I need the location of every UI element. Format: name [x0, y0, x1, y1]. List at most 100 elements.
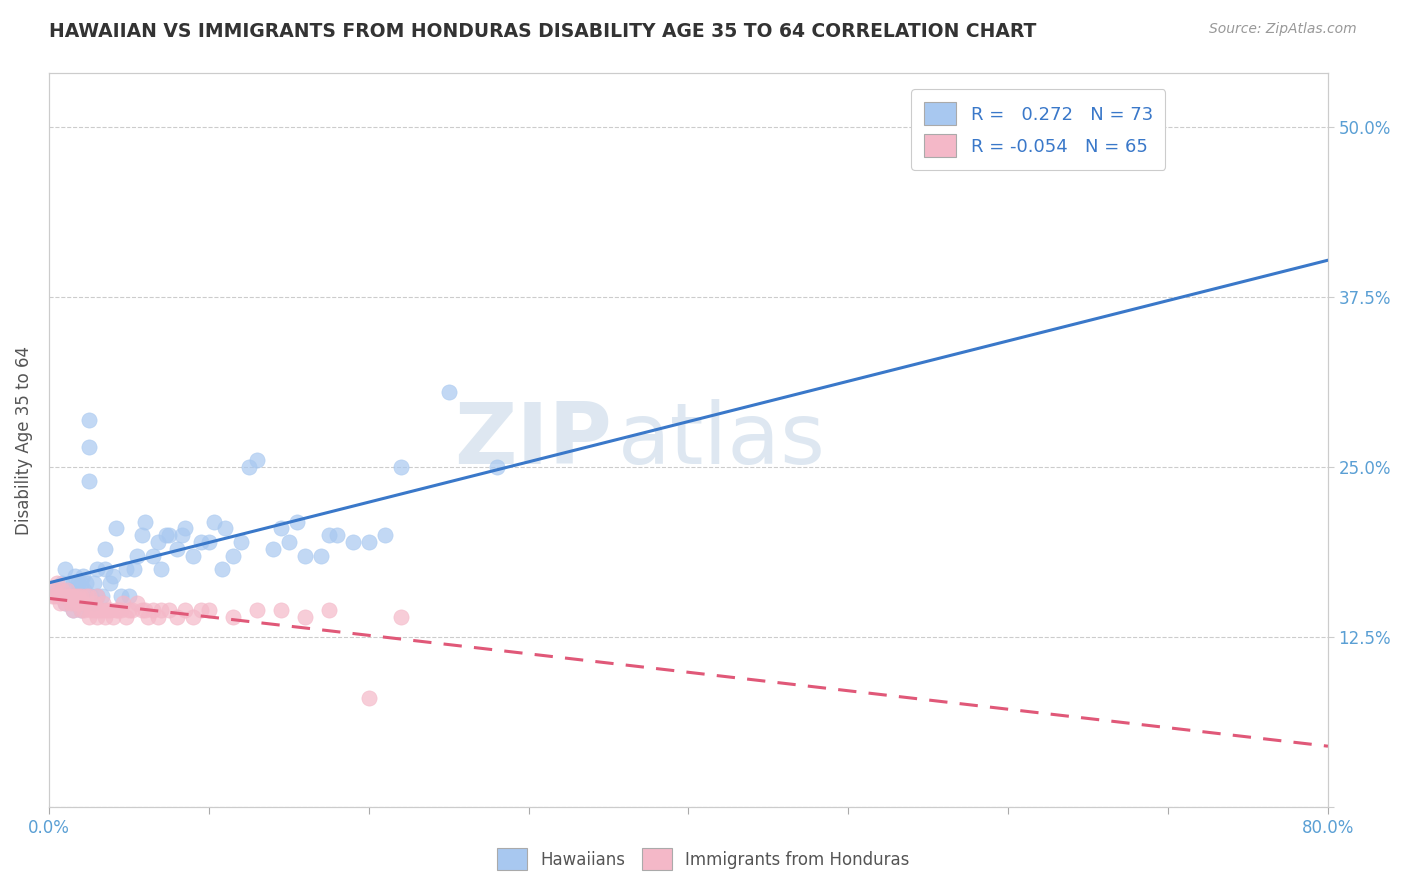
Point — [75, 590, 97, 604]
Point — [101, 569, 124, 583]
Point — [65, 596, 87, 610]
Point — [277, 535, 299, 549]
Point — [56, 590, 79, 604]
Point — [77, 412, 100, 426]
Point — [77, 440, 100, 454]
Point — [374, 528, 396, 542]
Point — [59, 590, 82, 604]
Point — [46, 582, 69, 597]
Point — [157, 528, 180, 542]
Point — [202, 515, 225, 529]
Point — [42, 582, 65, 597]
Point — [91, 596, 114, 610]
Point — [118, 590, 141, 604]
Point — [437, 385, 460, 400]
Point — [146, 535, 169, 549]
Point — [62, 590, 84, 604]
Point — [86, 562, 108, 576]
Point — [53, 562, 76, 576]
Point — [173, 603, 195, 617]
Point — [326, 528, 349, 542]
Point — [41, 590, 63, 604]
Point — [62, 590, 84, 604]
Point — [86, 609, 108, 624]
Point — [318, 603, 340, 617]
Point — [357, 691, 380, 706]
Point — [51, 575, 73, 590]
Point — [105, 521, 128, 535]
Point — [222, 609, 245, 624]
Point — [70, 575, 93, 590]
Legend: Hawaiians, Immigrants from Honduras: Hawaiians, Immigrants from Honduras — [489, 842, 917, 877]
Point — [262, 541, 284, 556]
Point — [166, 541, 188, 556]
Text: ZIP: ZIP — [454, 399, 612, 482]
Point — [238, 460, 260, 475]
Point — [131, 528, 153, 542]
Point — [170, 528, 193, 542]
Point — [79, 603, 101, 617]
Point — [90, 603, 112, 617]
Point — [53, 596, 76, 610]
Point — [101, 609, 124, 624]
Point — [157, 603, 180, 617]
Point — [49, 596, 72, 610]
Point — [198, 535, 221, 549]
Point — [357, 535, 380, 549]
Point — [285, 515, 308, 529]
Point — [66, 590, 89, 604]
Point — [134, 515, 156, 529]
Point — [149, 562, 172, 576]
Point — [51, 582, 73, 597]
Point — [181, 609, 204, 624]
Point — [48, 590, 70, 604]
Point — [70, 590, 93, 604]
Point — [309, 549, 332, 563]
Point — [96, 603, 118, 617]
Point — [136, 609, 159, 624]
Point — [59, 582, 82, 597]
Point — [294, 609, 316, 624]
Legend: R =   0.272   N = 73, R = -0.054   N = 65: R = 0.272 N = 73, R = -0.054 N = 65 — [911, 89, 1166, 170]
Point — [166, 609, 188, 624]
Point — [105, 603, 128, 617]
Point — [60, 596, 83, 610]
Point — [77, 590, 100, 604]
Point — [270, 603, 292, 617]
Point — [66, 575, 89, 590]
Point — [98, 603, 121, 617]
Point — [52, 590, 75, 604]
Point — [79, 590, 101, 604]
Y-axis label: Disability Age 35 to 64: Disability Age 35 to 64 — [15, 345, 32, 534]
Point — [44, 590, 66, 604]
Point — [86, 590, 108, 604]
Text: atlas: atlas — [619, 399, 827, 482]
Text: Source: ZipAtlas.com: Source: ZipAtlas.com — [1209, 22, 1357, 37]
Point — [53, 596, 76, 610]
Point — [149, 603, 172, 617]
Point — [87, 603, 110, 617]
Point — [142, 603, 165, 617]
Point — [389, 460, 412, 475]
Point — [114, 562, 136, 576]
Point — [121, 603, 143, 617]
Point — [114, 609, 136, 624]
Point — [211, 562, 233, 576]
Point — [294, 549, 316, 563]
Point — [134, 603, 156, 617]
Point — [62, 603, 84, 617]
Point — [67, 596, 90, 610]
Point — [98, 575, 121, 590]
Point — [73, 582, 96, 597]
Point — [83, 596, 105, 610]
Point — [125, 549, 148, 563]
Point — [214, 521, 236, 535]
Point — [190, 535, 212, 549]
Point — [49, 590, 72, 604]
Point — [70, 603, 93, 617]
Point — [131, 603, 153, 617]
Point — [246, 453, 269, 467]
Point — [318, 528, 340, 542]
Point — [222, 549, 245, 563]
Point — [46, 575, 69, 590]
